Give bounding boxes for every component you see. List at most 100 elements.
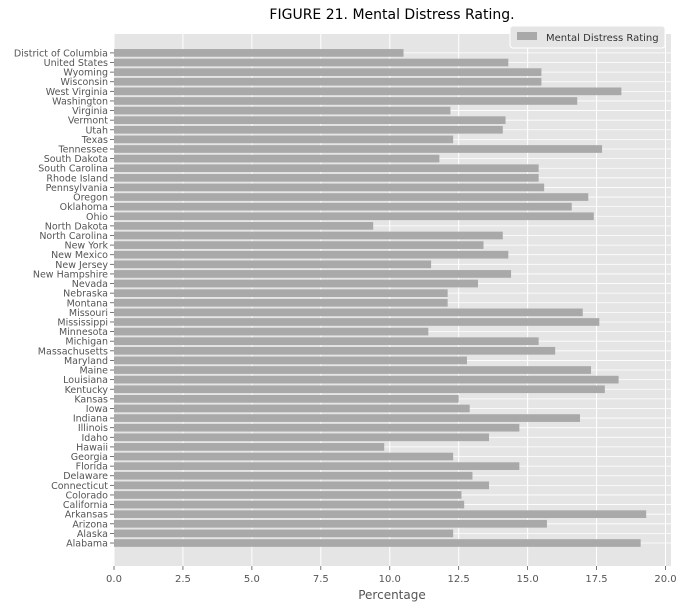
y-tick-label: Hawaii <box>76 442 108 453</box>
y-tick-label: West Virginia <box>46 87 108 98</box>
y-tick-label: Kansas <box>74 394 108 405</box>
x-tick-label: 12.5 <box>448 574 470 585</box>
bar <box>114 337 539 346</box>
bar <box>114 250 509 259</box>
y-tick-label: United States <box>44 58 108 69</box>
y-tick-label: Georgia <box>71 452 108 463</box>
y-tick-label: Louisiana <box>63 375 108 386</box>
y-tick-label: North Dakota <box>45 221 108 232</box>
y-tick-label: New Jersey <box>55 260 108 271</box>
bar <box>114 87 622 96</box>
bar <box>114 443 385 451</box>
bar <box>114 481 490 490</box>
x-axis-tick-labels: 0.0 2.5 5.0 7.5 10.0 12.5 15.0 17.5 20.0 <box>106 566 677 585</box>
y-tick-label: Alaska <box>77 529 108 540</box>
bar <box>114 106 451 115</box>
bar <box>114 183 545 192</box>
bar <box>114 327 429 336</box>
bars <box>114 49 647 547</box>
bar <box>114 414 581 422</box>
y-tick-label: Washington <box>52 96 108 107</box>
bar <box>114 270 512 278</box>
bar <box>114 491 462 499</box>
bar <box>114 356 467 365</box>
x-tick-label: 10.0 <box>379 574 401 585</box>
bar <box>114 202 572 211</box>
y-tick-label: Arizona <box>72 519 108 530</box>
bar <box>114 500 465 509</box>
bar <box>114 510 647 519</box>
bar <box>114 49 404 57</box>
y-tick-label: Michigan <box>65 337 108 348</box>
y-tick-label: North Carolina <box>39 231 108 242</box>
y-tick-label: Utah <box>85 125 108 136</box>
y-tick-label: Oregon <box>73 193 108 204</box>
x-tick-label: 2.5 <box>175 574 191 585</box>
bar <box>114 260 432 269</box>
y-tick-label: Wyoming <box>63 68 108 79</box>
bar <box>114 471 473 480</box>
bar <box>114 173 539 182</box>
y-tick-label: Colorado <box>66 490 109 501</box>
x-tick-label: 15.0 <box>516 574 538 585</box>
chart-title: FIGURE 21. Mental Distress Rating. <box>269 7 514 23</box>
y-tick-label: Alabama <box>66 539 108 550</box>
y-tick-label: Connecticut <box>51 481 108 492</box>
y-tick-label: Massachusetts <box>38 346 108 357</box>
legend-swatch <box>517 32 537 40</box>
bar <box>114 529 454 538</box>
bar <box>114 452 454 461</box>
bar <box>114 164 539 173</box>
y-tick-label: Pennsylvania <box>46 183 108 194</box>
y-tick-label: Texas <box>81 135 108 146</box>
bar <box>114 433 490 442</box>
bar <box>114 346 556 355</box>
bar <box>114 462 520 470</box>
bar <box>114 423 520 432</box>
x-axis-label: Percentage <box>358 588 426 602</box>
bar <box>114 395 459 403</box>
bar <box>114 375 619 384</box>
y-tick-label: Indiana <box>73 414 108 425</box>
y-tick-label: Rhode Island <box>46 173 108 184</box>
y-tick-label: New York <box>64 241 108 252</box>
x-tick-label: 5.0 <box>244 574 260 585</box>
bar <box>114 241 484 249</box>
bar <box>114 68 542 76</box>
bar <box>114 135 454 144</box>
y-tick-label: Nevada <box>72 279 108 290</box>
bar <box>114 154 440 163</box>
legend-label: Mental Distress Rating <box>546 33 659 44</box>
y-tick-label: Maine <box>79 366 108 377</box>
bar <box>114 125 503 134</box>
y-tick-label: Illinois <box>78 423 108 434</box>
y-tick-label: Arkansas <box>65 510 108 521</box>
y-tick-label: Iowa <box>86 404 108 415</box>
y-tick-label: Virginia <box>72 106 108 117</box>
bar <box>114 279 478 288</box>
y-tick-label: Oklahoma <box>60 202 108 213</box>
bar <box>114 193 589 201</box>
y-tick-label: Mississippi <box>57 317 108 328</box>
y-tick-label: Kentucky <box>65 385 109 396</box>
bar <box>114 212 594 221</box>
bar <box>114 222 374 230</box>
y-tick-label: Vermont <box>68 116 108 127</box>
y-tick-label: California <box>63 500 108 511</box>
x-tick-label: 0.0 <box>106 574 122 585</box>
y-tick-label: Minnesota <box>59 327 108 338</box>
bar <box>114 318 600 326</box>
bar <box>114 308 583 317</box>
bar <box>114 385 605 394</box>
x-tick-label: 7.5 <box>313 574 329 585</box>
y-tick-label: South Dakota <box>44 154 108 165</box>
y-tick-label: Ohio <box>86 212 108 223</box>
legend: Mental Distress Rating <box>509 25 666 49</box>
bar <box>114 404 470 413</box>
y-tick-label: New Hampshire <box>33 269 108 280</box>
bar <box>114 366 592 374</box>
bar <box>114 539 641 547</box>
y-tick-label: Florida <box>76 462 108 473</box>
bar <box>114 289 448 297</box>
